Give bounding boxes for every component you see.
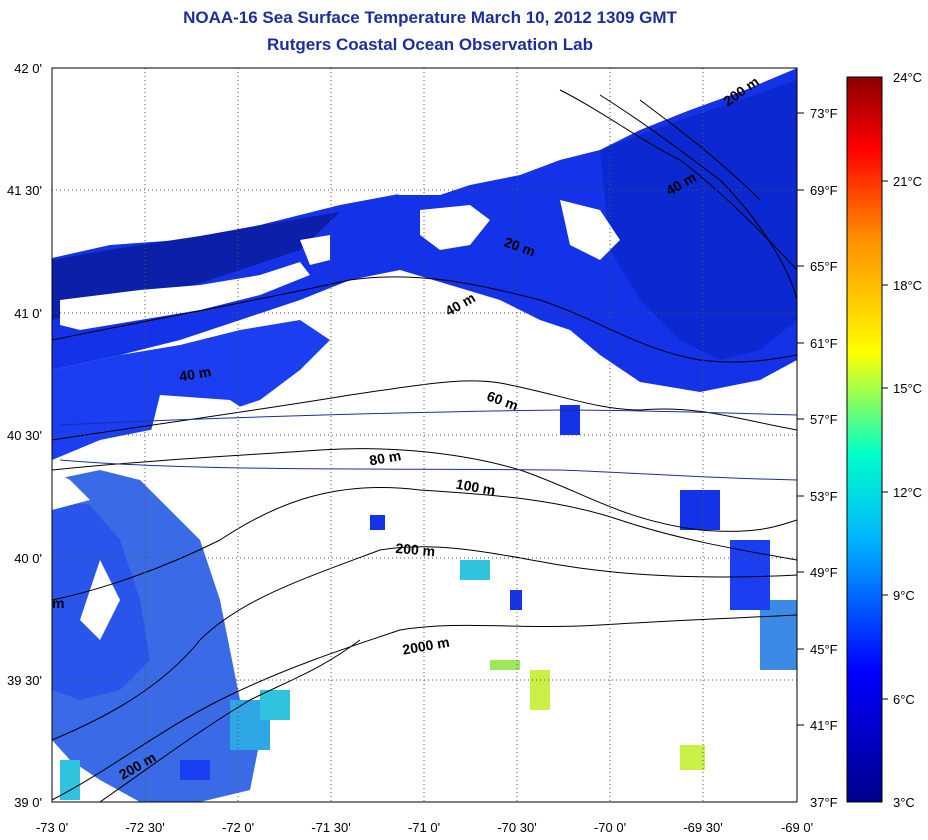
map-subtitle: Rutgers Coastal Ocean Observation Lab: [267, 35, 593, 54]
f-tick: 69°F: [810, 183, 838, 198]
c-tick: 15°C: [893, 381, 922, 396]
f-tick-marks: [797, 112, 804, 726]
isobath-label: 80 m: [368, 447, 402, 468]
sst-region-west: [52, 320, 330, 460]
sst-region-east: [600, 80, 797, 360]
f-tick: 45°F: [810, 642, 838, 657]
lon-tick: -69 30': [683, 820, 722, 835]
lon-tick: -71 30': [311, 820, 350, 835]
lat-tick: 41 30': [7, 183, 42, 198]
map-frame: [51, 67, 798, 803]
f-tick: 49°F: [810, 565, 838, 580]
map-title: NOAA-16 Sea Surface Temperature March 10…: [183, 8, 677, 27]
c-tick: 18°C: [893, 278, 922, 293]
graticule: [52, 68, 797, 802]
lat-tick: 39 0': [14, 795, 42, 810]
f-tick: 37°F: [810, 795, 838, 810]
lat-tick: 40 0': [14, 551, 42, 566]
land-islands: [420, 205, 490, 250]
lat-tick: 39 30': [7, 673, 42, 688]
isobaths: [52, 89, 797, 802]
c-tick: 9°C: [893, 588, 915, 603]
f-tick: 65°F: [810, 259, 838, 274]
land-new-england: [320, 68, 797, 205]
colorbar: [846, 76, 883, 803]
latitude-ticks: 42 0' 41 30' 41 0' 40 30' 40 0' 39 30' 3…: [7, 61, 42, 810]
f-tick: 41°F: [810, 718, 838, 733]
lon-tick: -72 0': [222, 820, 254, 835]
f-tick: 53°F: [810, 489, 838, 504]
lon-tick: -73 0': [36, 820, 68, 835]
c-tick: 21°C: [893, 174, 922, 189]
isobath-label: 100 m: [455, 476, 497, 499]
isobath-label: 40 m: [178, 363, 212, 384]
lon-tick: -71 0': [408, 820, 440, 835]
isobath-label: 200 m: [395, 540, 436, 559]
f-tick: 61°F: [810, 336, 838, 351]
c-tick: 3°C: [893, 795, 915, 810]
lat-tick: 40 30': [7, 428, 42, 443]
c-tick: 12°C: [893, 485, 922, 500]
lon-tick: -70 30': [497, 820, 536, 835]
celsius-scale: 24°C 21°C 18°C 15°C 12°C 9°C 6°C 3°C: [893, 70, 922, 810]
lat-tick: 42 0': [14, 61, 42, 76]
lon-tick: -69 0': [781, 820, 813, 835]
lon-tick: -72 30': [125, 820, 164, 835]
f-tick: 57°F: [810, 412, 838, 427]
isobath-label: m: [52, 595, 64, 611]
c-tick: 6°C: [893, 692, 915, 707]
fahrenheit-scale: 73°F 69°F 65°F 61°F 57°F 53°F 49°F 45°F …: [810, 106, 838, 810]
lon-tick: -70 0': [594, 820, 626, 835]
c-tick-marks: [882, 180, 888, 700]
f-tick: 73°F: [810, 106, 838, 121]
land-long-island: [60, 262, 310, 330]
c-tick: 24°C: [893, 70, 922, 85]
longitude-ticks: -73 0' -72 30' -72 0' -71 30' -71 0' -70…: [36, 820, 813, 835]
lat-tick: 41 0': [14, 306, 42, 321]
